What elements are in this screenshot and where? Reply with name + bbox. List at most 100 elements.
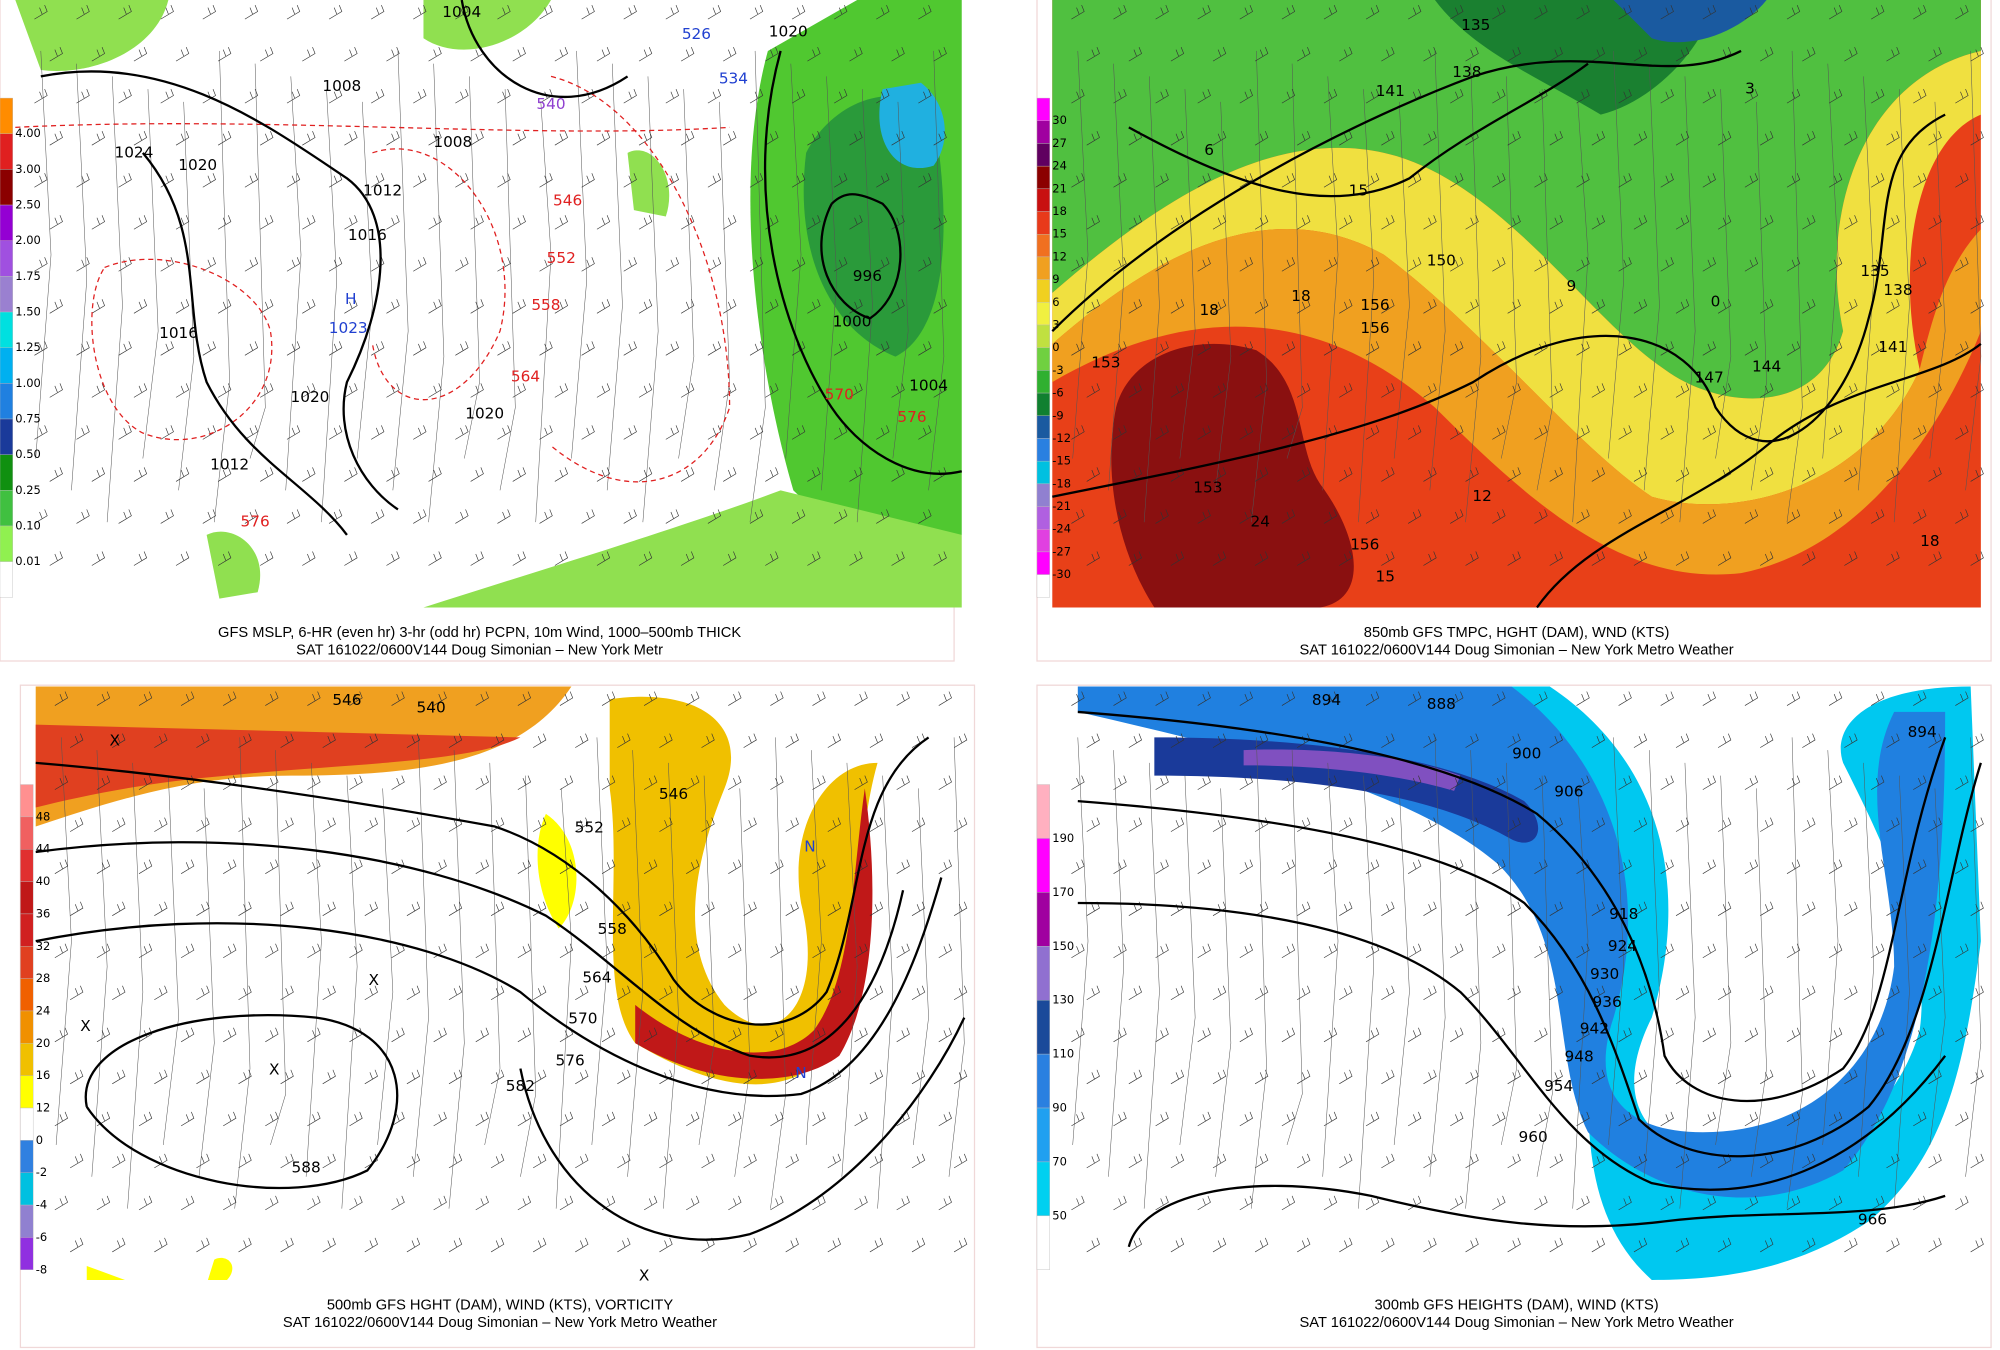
- colorbar-swatch: [1036, 279, 1050, 303]
- wind-barb: [765, 299, 779, 314]
- wind-barb: [1071, 4, 1085, 20]
- wind-barb: [749, 89, 764, 104]
- wind-barb: [497, 4, 511, 20]
- wind-barb: [1423, 985, 1437, 1001]
- wind-barb: [1760, 551, 1774, 566]
- state-border: [678, 89, 695, 459]
- wind-barb: [413, 509, 427, 524]
- wind-barb: [1886, 299, 1900, 314]
- state-border: [1608, 737, 1624, 1145]
- wind-barb: [133, 299, 148, 314]
- wind-barb: [1339, 47, 1353, 62]
- contour: [1127, 1184, 1946, 1248]
- wind-barb: [223, 1111, 237, 1127]
- wind-barb: [1802, 551, 1816, 566]
- wind-barb: [876, 425, 890, 440]
- wind-barb: [1913, 341, 1927, 356]
- wind-barb: [138, 943, 153, 959]
- wind-barb: [933, 131, 947, 146]
- wind-barb: [581, 173, 595, 188]
- wind-barb: [1970, 817, 1984, 832]
- contour-label: 144: [1752, 357, 1781, 375]
- wind-barb: [1323, 943, 1338, 959]
- wind-barb: [1507, 551, 1521, 566]
- wind-barb: [1844, 733, 1858, 748]
- wind-barb: [154, 985, 168, 1001]
- wind-barb: [1197, 341, 1211, 356]
- contour-label: 576: [556, 1051, 585, 1069]
- wind-barb: [1675, 467, 1690, 482]
- state-border: [734, 788, 751, 1177]
- wind-barb: [601, 943, 616, 959]
- wind-barb: [1591, 467, 1605, 482]
- wind-barb: [581, 425, 595, 440]
- wind-barb: [490, 817, 505, 832]
- wind-barb: [406, 1237, 421, 1253]
- wind-barb: [364, 901, 378, 916]
- wind-barb: [1450, 425, 1464, 440]
- wind-barb: [1844, 215, 1858, 230]
- wind-barb: [876, 173, 890, 188]
- wind-barb: [1450, 4, 1464, 20]
- wind-barb: [69, 1153, 84, 1169]
- wind-barb: [1802, 47, 1816, 62]
- colorbar-label: -3: [1052, 363, 1063, 377]
- wind-barb: [1928, 1237, 1942, 1253]
- colorbar-swatch: [20, 978, 34, 1012]
- colorbar-swatch: [0, 347, 13, 384]
- wind-barb: [623, 341, 637, 356]
- wind-barb: [854, 943, 868, 959]
- wind-barb: [475, 1195, 489, 1211]
- wind-barb: [428, 215, 442, 230]
- wind-barb: [559, 775, 574, 790]
- map: 1004102010081024102010081012101610161020…: [15, 0, 962, 608]
- wind-barb: [1450, 257, 1464, 272]
- contour: [1077, 901, 1947, 1191]
- caption: 300mb GFS HEIGHTS (DAM), WIND (KTS): [1375, 1297, 1659, 1313]
- wind-barb: [371, 89, 385, 104]
- state-border: [892, 101, 909, 459]
- wind-barb: [91, 467, 105, 482]
- wind-barb: [1534, 173, 1548, 188]
- wind-barb: [364, 817, 378, 832]
- wind-barb: [1170, 1237, 1185, 1253]
- wind-barb: [1507, 47, 1521, 62]
- contour-label: 954: [1544, 1077, 1573, 1095]
- colorbar-swatch: [20, 1237, 34, 1270]
- wind-barb: [834, 257, 848, 272]
- wind-barb: [49, 215, 63, 230]
- wind-barb: [1970, 1069, 1984, 1085]
- wind-barb: [1423, 733, 1437, 748]
- wind-barb: [1886, 215, 1900, 230]
- contour: [84, 1014, 399, 1190]
- state-border: [71, 63, 87, 491]
- state-border: [1072, 50, 1089, 459]
- colorbar-swatch: [0, 490, 13, 527]
- wind-barb: [386, 551, 400, 566]
- wind-barb: [1549, 551, 1563, 566]
- wind-barb: [112, 733, 126, 748]
- wind-barb: [112, 985, 126, 1001]
- wind-barb: [1618, 341, 1632, 356]
- colorbar-swatch: [1036, 1053, 1050, 1109]
- wind-barb: [364, 1237, 378, 1253]
- colorbar-swatch: [20, 1010, 34, 1044]
- wind-barb: [665, 257, 679, 272]
- wind-barb: [554, 467, 568, 482]
- wind-barb: [322, 985, 336, 1001]
- contour-label: 0: [1711, 292, 1721, 310]
- wind-barb: [1239, 1027, 1253, 1043]
- wind-barb: [475, 859, 489, 874]
- wind-barb: [118, 509, 132, 524]
- wind-barb: [643, 1195, 658, 1211]
- contour-label: 546: [332, 691, 361, 709]
- wind-barb: [328, 4, 343, 20]
- wind-barb: [770, 1195, 784, 1211]
- wind-barb: [1465, 215, 1479, 230]
- wind-barb: [118, 89, 132, 104]
- wind-barb: [1534, 943, 1548, 959]
- wind-barb: [1281, 89, 1296, 104]
- wind-barb: [1507, 383, 1521, 398]
- wind-barb: [539, 173, 553, 188]
- wind-barb: [1928, 901, 1942, 916]
